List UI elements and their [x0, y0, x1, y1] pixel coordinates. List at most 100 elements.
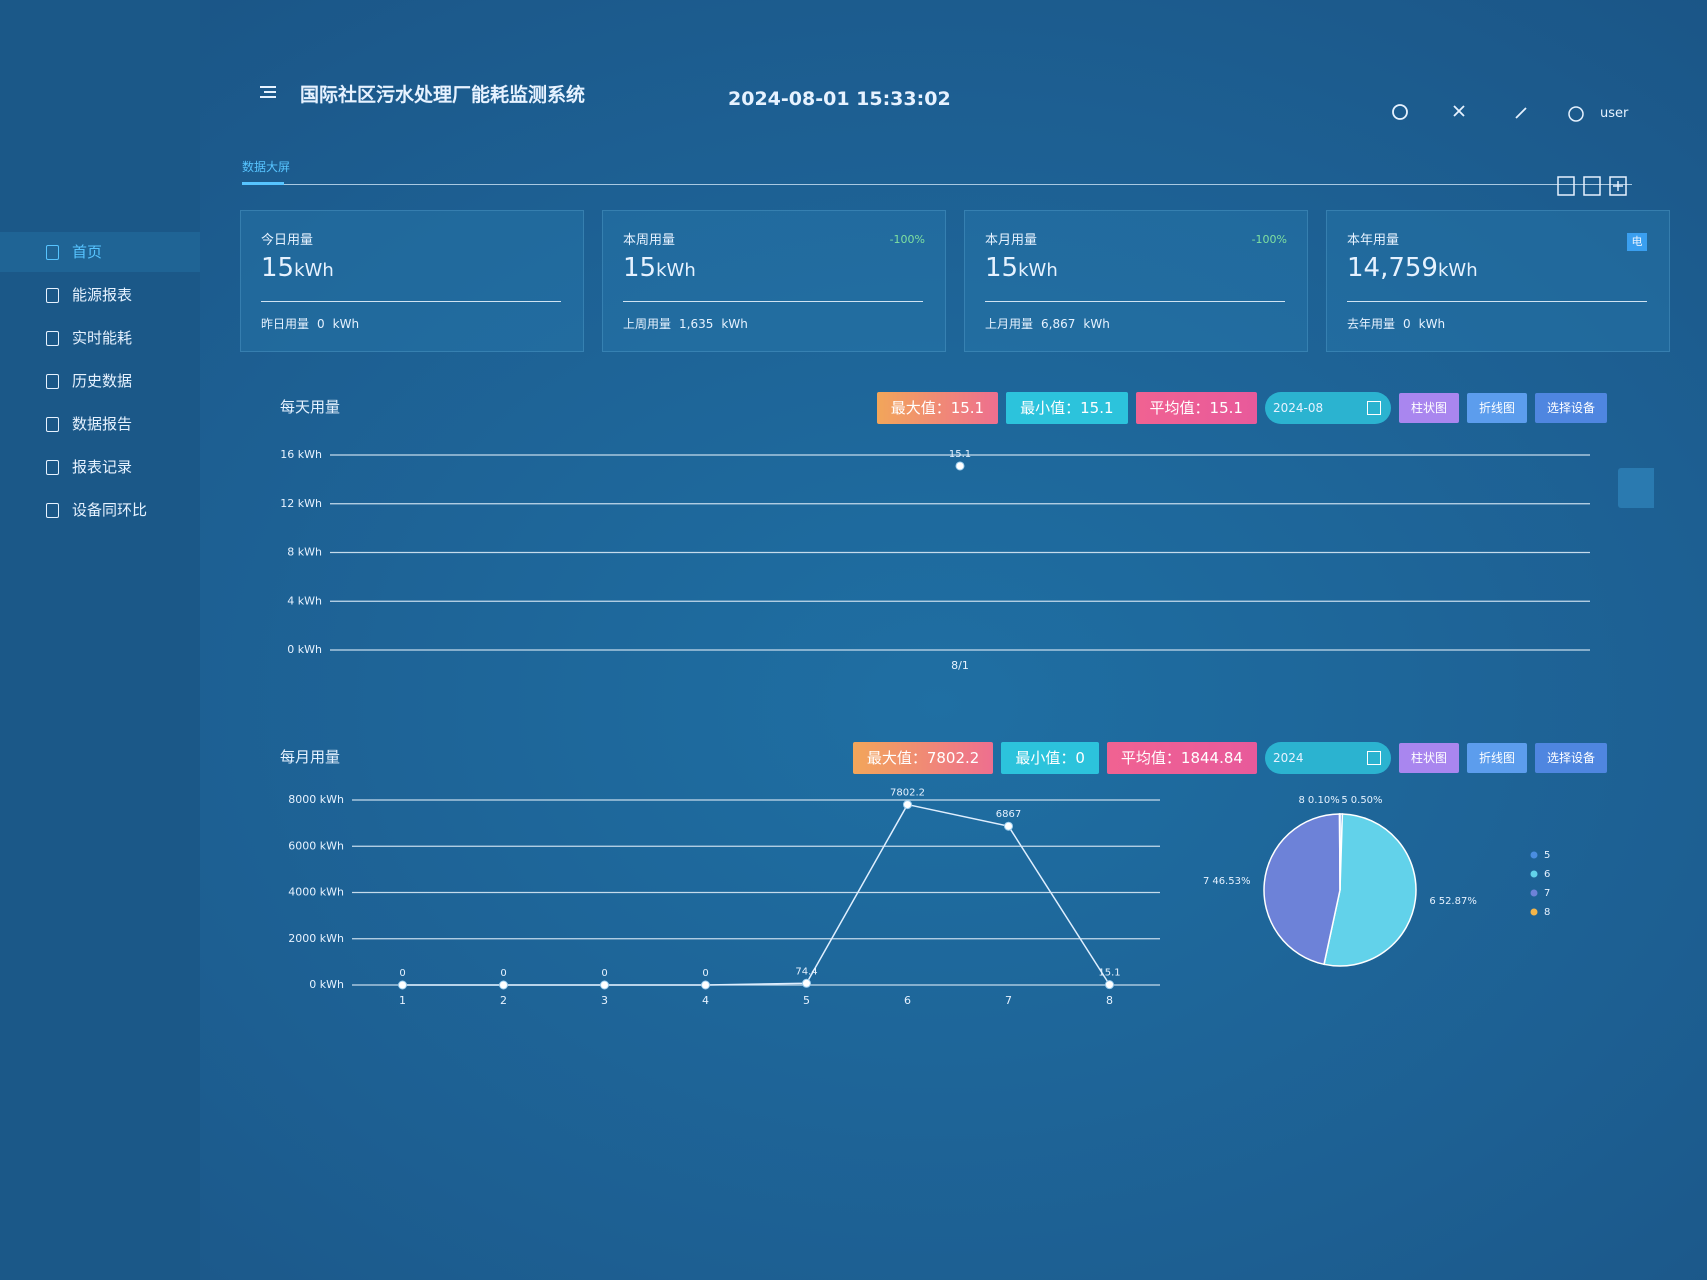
section-title: 每月用量 — [280, 748, 341, 766]
pie-label: 8 0.10% — [1299, 795, 1340, 806]
data-label: 15.1 — [1098, 968, 1120, 979]
x-tick-label: 5 — [803, 994, 810, 1007]
chart-button[interactable]: 柱状图 — [1398, 393, 1459, 423]
data-label: 74.4 — [795, 966, 817, 977]
chart-button[interactable]: 折线图 — [1466, 393, 1527, 423]
legend-label: 8 — [1544, 907, 1550, 918]
pie-label: 5 0.50% — [1341, 795, 1382, 806]
card-compare: 昨日用量 0 kWh — [261, 315, 367, 332]
x-tick-label: 3 — [601, 994, 608, 1007]
delete-icon[interactable] — [1557, 176, 1575, 196]
chart-button[interactable]: 选择设备 — [1534, 393, 1607, 423]
legend-swatch — [1530, 851, 1538, 859]
breadcrumb-rule — [242, 184, 1632, 185]
user-name[interactable]: user — [1600, 106, 1629, 121]
data-point — [701, 980, 710, 990]
data-label: 0 — [702, 968, 708, 979]
menu-label: 能源报表 — [72, 286, 133, 304]
menu-item[interactable]: 首页 — [0, 232, 200, 272]
chart-button[interactable]: 选择设备 — [1534, 743, 1607, 773]
card-rule — [623, 301, 923, 302]
pie-label-value: 52.87% — [1439, 896, 1477, 907]
refresh-icon[interactable] — [1392, 104, 1408, 120]
menu-item[interactable]: 报表记录 — [0, 447, 200, 487]
date-value: 2024-08 — [1272, 401, 1324, 415]
datetime: 2024-08-01 15:33:02 — [728, 88, 951, 110]
stat-box: 最大值：7802.2 — [852, 742, 994, 774]
card-unit: kWh — [294, 260, 334, 281]
pie-label: 7 46.53% — [1203, 876, 1251, 887]
y-tick-label: 6000 kWh — [288, 839, 344, 852]
data-label: 0 — [399, 968, 405, 979]
stat-label: 最小值： — [1015, 749, 1076, 767]
card-value: 15kWh — [261, 253, 334, 283]
menu-item[interactable]: 实时能耗 — [0, 318, 200, 358]
stat-card: 本周用量 -100% 15kWh 上周用量 1,635 kWh — [602, 210, 946, 352]
chart-button[interactable]: 柱状图 — [1398, 743, 1459, 773]
menu-icon — [46, 288, 59, 303]
legend-swatch — [1530, 889, 1538, 897]
card-title: 今日用量 — [261, 233, 314, 248]
x-tick-label: 8 — [1106, 994, 1113, 1007]
y-tick-label: 4 kWh — [287, 594, 322, 607]
stat-value: 15.1 — [1209, 399, 1243, 417]
data-label: 6867 — [996, 809, 1021, 820]
card-unit: kWh — [1018, 260, 1058, 281]
menu-label: 数据报告 — [72, 415, 133, 433]
card-value: 15kWh — [623, 253, 696, 283]
x-tick-label: 7 — [1005, 994, 1012, 1007]
x-tick-label: 4 — [702, 994, 709, 1007]
data-point — [955, 461, 965, 471]
fullscreen-icon[interactable] — [1515, 107, 1527, 119]
menu-icon — [46, 503, 59, 518]
menu-icon — [46, 417, 59, 432]
pie-label: 6 52.87% — [1429, 896, 1477, 907]
data-point — [802, 978, 811, 988]
y-tick-label: 8 kWh — [287, 546, 322, 559]
legend-label: 6 — [1544, 869, 1550, 880]
data-point — [600, 980, 609, 990]
data-point — [1105, 980, 1114, 990]
data-point — [1004, 821, 1013, 831]
legend-swatch — [1530, 908, 1538, 916]
breadcrumb[interactable]: 数据大屏 — [242, 160, 291, 174]
add-icon[interactable] — [1609, 176, 1627, 196]
compare-value: 6,867 — [1041, 317, 1076, 331]
stat-value: 15.1 — [950, 399, 985, 417]
pie-slice — [1263, 813, 1341, 966]
menu-item[interactable]: 能源报表 — [0, 275, 200, 315]
date-picker[interactable]: 2024-08 — [1264, 392, 1391, 424]
data-label: 15.1 — [949, 449, 971, 460]
chart-button[interactable]: 折线图 — [1466, 743, 1527, 773]
compare-unit: kWh — [721, 317, 748, 331]
stat-box: 最小值：0 — [1001, 742, 1099, 774]
compare-unit: kWh — [1418, 317, 1446, 331]
stat-value: 0 — [1075, 749, 1085, 767]
menu-item[interactable]: 数据报告 — [0, 404, 200, 444]
breadcrumb-active — [242, 182, 284, 185]
collapse-icon[interactable] — [1453, 105, 1465, 117]
compare-unit: kWh — [332, 317, 360, 331]
y-tick-label: 0 kWh — [287, 643, 322, 656]
menu-label: 报表记录 — [72, 458, 133, 476]
menu-item[interactable]: 历史数据 — [0, 361, 200, 401]
date-picker[interactable]: 2024 — [1264, 742, 1391, 774]
card-rule — [261, 301, 561, 302]
y-tick-label: 0 kWh — [309, 978, 344, 991]
edit-icon[interactable] — [1583, 176, 1601, 196]
settings-tab[interactable] — [1618, 468, 1654, 508]
user-icon[interactable] — [1568, 106, 1584, 122]
menu-label: 首页 — [72, 243, 103, 261]
x-tick-label: 1 — [399, 994, 406, 1007]
menu-label: 实时能耗 — [72, 329, 133, 347]
menu-item[interactable]: 设备同环比 — [0, 490, 200, 530]
filter-bar: 最大值：15.1 最小值：15.1 平均值：15.1 2024-08 柱状图 折线图 选择设… — [876, 392, 1607, 424]
pie-label-name: 5 — [1341, 795, 1347, 806]
pie-label-name: 8 — [1299, 795, 1305, 806]
menu-toggle[interactable] — [258, 84, 278, 100]
card-unit: kWh — [1437, 260, 1478, 281]
date-value: 2024 — [1272, 751, 1304, 765]
compare-value: 0 — [317, 317, 325, 331]
menu-icon — [46, 245, 59, 260]
